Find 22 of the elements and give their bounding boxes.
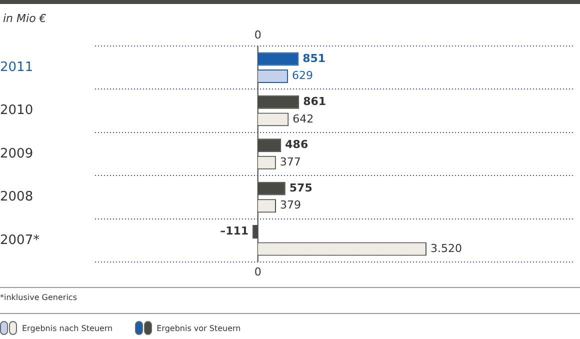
text: *inklusive Generics [0, 287, 580, 302]
y-tick-label: 2011 [0, 60, 34, 75]
chart-title: in Mio € [3, 12, 46, 25]
data-label: 629 [292, 69, 313, 82]
text: 0 [254, 28, 262, 42]
data-label: 379 [280, 198, 302, 212]
data-label: 486 [285, 138, 308, 152]
text: 0 [254, 265, 262, 278]
y-tick-label: 2010 [0, 103, 34, 118]
data-label: 575 [289, 181, 312, 194]
data-label: 377 [280, 156, 301, 168]
data-label: 3.520 [430, 242, 462, 255]
data-label: –111 [220, 224, 249, 238]
y-tick-label: 2007* [0, 232, 40, 248]
bar [258, 52, 299, 66]
legend-label: Ergebnis vor Steuern [156, 324, 241, 332]
data-label: 851 [302, 52, 326, 65]
legend-label: Ergebnis nach Steuern [22, 324, 113, 332]
y-tick-label: 2009 [0, 146, 34, 162]
y-tick-label: 2008 [0, 190, 34, 205]
data-label: 642 [292, 112, 314, 126]
data-label: 861 [303, 95, 326, 108]
